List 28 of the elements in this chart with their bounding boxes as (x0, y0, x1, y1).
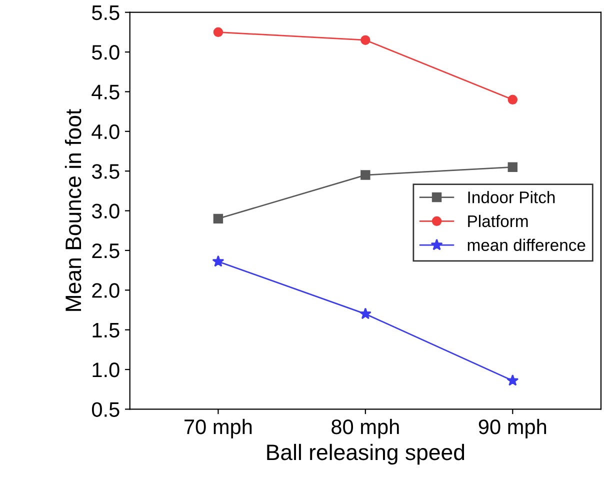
y-tick-label: 0.5 (92, 402, 120, 417)
y-tick-label: 1.5 (92, 323, 120, 338)
point (508, 94, 518, 104)
y-tick-label: 2.5 (92, 243, 120, 258)
point (213, 27, 224, 38)
x-tick-label: 90 mph (478, 418, 546, 438)
legend-label: Platform (468, 214, 528, 228)
y-tick-label: 5.5 (92, 6, 120, 20)
legend-label: mean difference (468, 238, 586, 252)
point (212, 255, 224, 267)
y-tick-label: 4.5 (92, 84, 120, 100)
y-tick-label: 3.5 (92, 164, 120, 179)
x-tick-label: 80 mph (332, 418, 399, 438)
point (508, 162, 518, 172)
legend-label: Indoor Pitch (468, 191, 555, 204)
y-tick-label: 2.0 (92, 283, 120, 298)
point (213, 214, 224, 224)
y-tick-label: 5.0 (92, 45, 120, 60)
y-tick-label: 1.0 (92, 362, 120, 378)
y-tick-label: 4.0 (92, 124, 120, 140)
point (506, 374, 519, 386)
x-tick-label: 70 mph (184, 418, 252, 438)
y-axis-title: Mean Bounce in foot (64, 108, 82, 311)
point (360, 35, 370, 45)
x-axis-title: Ball releasing speed (267, 444, 464, 465)
point (360, 170, 370, 180)
y-tick-label: 3.0 (92, 204, 120, 219)
point (359, 308, 372, 320)
